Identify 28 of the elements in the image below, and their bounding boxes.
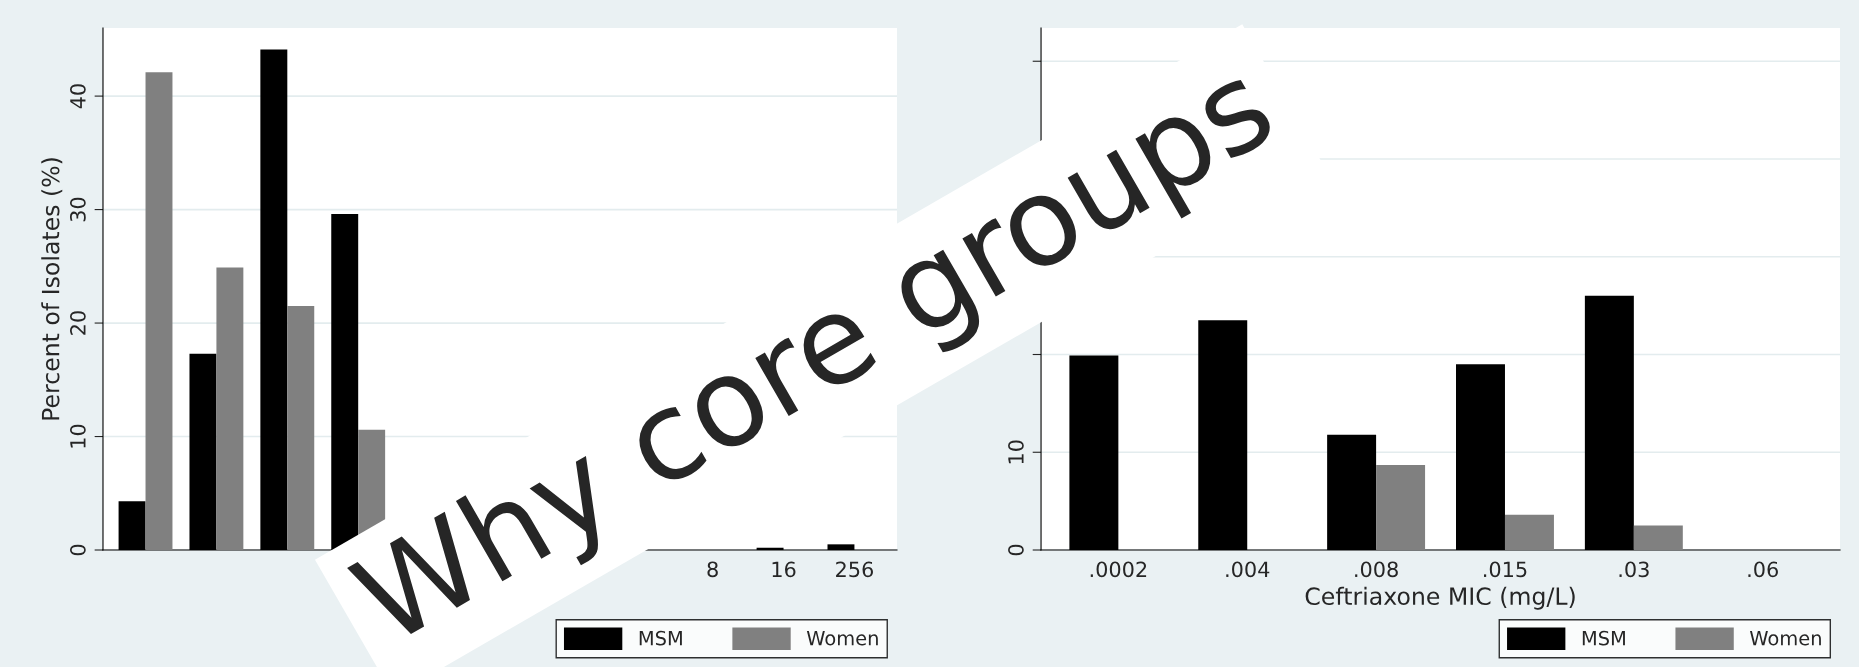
bar [1504, 514, 1554, 551]
legend-label: Women [806, 631, 878, 646]
bar [145, 72, 173, 551]
y-tick-label: 30 [70, 197, 86, 222]
y-tick-label: 20 [70, 311, 86, 335]
bar [1376, 464, 1426, 551]
x-tick-label: .06 [1748, 561, 1778, 578]
y-tick-label: 0 [70, 544, 86, 556]
x-tick-label: .015 [1484, 561, 1527, 578]
y-tick-label: 40 [70, 84, 86, 109]
legend-label: MSM [1582, 630, 1625, 646]
x-tick-label: .0002 [1090, 561, 1147, 578]
bar [1633, 525, 1683, 551]
y-tick-label: 10 [70, 424, 86, 448]
x-tick-label: .008 [1355, 561, 1398, 578]
x-tick-label: 16 [772, 561, 796, 578]
bar [287, 306, 315, 551]
legend-label: MSM [639, 630, 682, 646]
legend-label: Women [1749, 631, 1821, 646]
y-tick-label: 0 [1008, 544, 1024, 556]
x-tick-label: .004 [1226, 561, 1270, 578]
x-axis-title: Ceftriaxone MIC (mg/L) [1305, 586, 1575, 610]
x-tick-label: .03 [1619, 561, 1649, 578]
bar [216, 267, 244, 551]
x-tick-label: 8 [707, 561, 718, 578]
y-tick-label: 10 [1008, 440, 1024, 464]
x-tick-label: 256 [836, 561, 873, 578]
y-axis-title: Percent of Isolates (%) [41, 158, 63, 420]
